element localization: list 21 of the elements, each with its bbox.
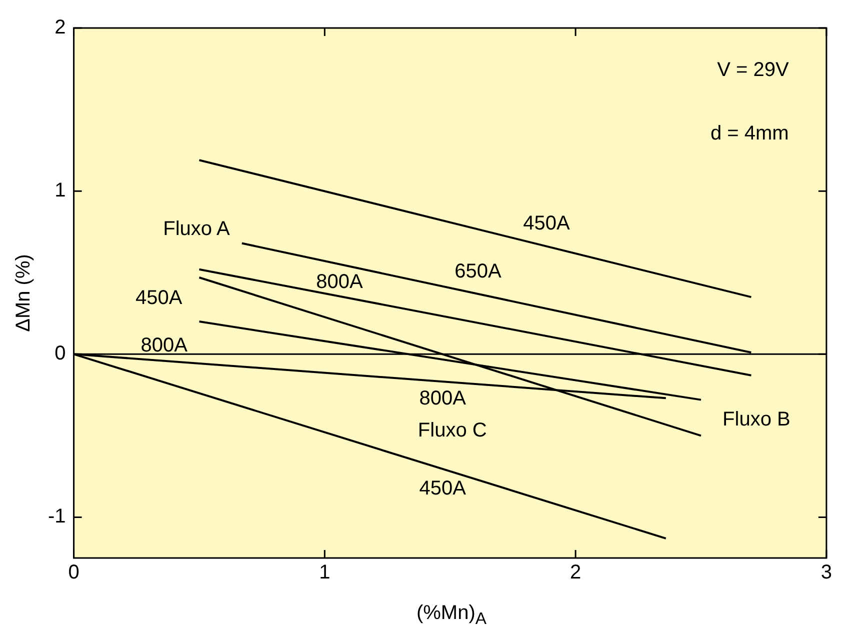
annotation: 450A (135, 286, 183, 309)
annotation: 450A (523, 212, 570, 235)
y-tick-label: 1 (54, 180, 66, 202)
x-axis-title: (%Mn)$_{A}$ (415, 602, 488, 629)
annotation: 800A (316, 270, 364, 293)
annotation: Fluxo B (722, 408, 790, 431)
x-tick-label: 2 (570, 562, 582, 584)
y-axis-title: ΔMn (%) (12, 254, 35, 332)
annotation: 800A (419, 388, 467, 410)
annotation: d = 4mm (710, 122, 789, 145)
y-tick-label: 2 (54, 16, 66, 39)
x-tick-label: 3 (820, 562, 832, 584)
annotation: V = 29V (717, 58, 790, 81)
x-tick-label: 1 (319, 562, 330, 584)
annotation: 650A (454, 260, 502, 282)
annotation: 800A (140, 334, 188, 357)
annotation: Fluxo C (418, 419, 487, 442)
annotation: 450A (419, 478, 467, 500)
annotation: Fluxo A (163, 218, 230, 240)
y-tick-label: 0 (54, 342, 66, 365)
y-tick-label: -1 (48, 506, 66, 528)
